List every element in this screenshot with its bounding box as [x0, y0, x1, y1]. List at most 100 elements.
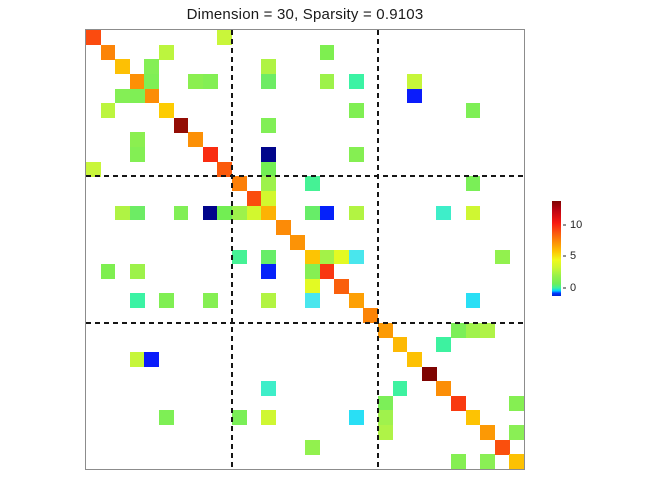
matrix-cell — [319, 73, 335, 89]
matrix-cell — [261, 410, 277, 426]
matrix-cell — [494, 249, 510, 265]
matrix-cell — [465, 322, 481, 338]
matrix-cell — [261, 190, 277, 206]
matrix-cell — [246, 205, 262, 221]
matrix-cell — [144, 351, 160, 367]
matrix-cell — [305, 176, 320, 192]
matrix-cell — [407, 88, 423, 104]
colorbar-tick-mark — [563, 255, 566, 257]
matrix-cell — [173, 117, 189, 133]
matrix-cell — [305, 278, 320, 294]
matrix-cell — [494, 439, 510, 455]
matrix-cell — [305, 249, 320, 265]
matrix-cell — [348, 103, 364, 119]
matrix-cell — [115, 59, 131, 75]
matrix-cell — [115, 88, 131, 104]
matrix-cell — [348, 410, 364, 426]
matrix-cell — [465, 205, 481, 221]
matrix-cell — [100, 103, 116, 119]
matrix-cell — [144, 88, 160, 104]
matrix-cell — [129, 351, 145, 367]
matrix-cell — [158, 44, 174, 60]
matrix-cell — [392, 337, 408, 353]
chart-title: Dimension = 30, Sparsity = 0.9103 — [186, 6, 424, 23]
matrix-cell — [188, 73, 204, 89]
matrix-cell — [305, 293, 320, 309]
matrix-cell — [465, 293, 481, 309]
matrix-cell — [451, 454, 466, 470]
matrix-plot — [85, 29, 525, 470]
matrix-cell — [319, 249, 335, 265]
block-divider-vertical — [230, 30, 233, 469]
matrix-cell — [100, 264, 116, 280]
matrix-cell — [509, 454, 525, 470]
matrix-cell — [319, 205, 335, 221]
matrix-cell — [86, 30, 101, 45]
matrix-cell — [129, 205, 145, 221]
matrix-cell — [465, 103, 481, 119]
matrix-cell — [348, 249, 364, 265]
matrix-cell — [305, 439, 320, 455]
block-divider-horizontal — [86, 175, 524, 178]
matrix-cell — [144, 59, 160, 75]
matrix-cell — [319, 44, 335, 60]
matrix-cell — [305, 264, 320, 280]
matrix-cell — [202, 147, 218, 162]
matrix-cell — [202, 293, 218, 309]
matrix-cell — [115, 205, 131, 221]
matrix-cell — [231, 410, 247, 426]
matrix-cell — [348, 205, 364, 221]
matrix-cell — [173, 205, 189, 221]
matrix-cell — [261, 264, 277, 280]
matrix-cell — [407, 351, 423, 367]
matrix-cell — [100, 44, 116, 60]
matrix-cell — [231, 205, 247, 221]
colorbar-tick-label: 5 — [570, 250, 577, 263]
matrix-cell — [144, 73, 160, 89]
matrix-cell — [480, 454, 496, 470]
matrix-cell — [421, 366, 437, 382]
matrix-cell — [392, 381, 408, 397]
matrix-cell — [129, 88, 145, 104]
matrix-cell — [129, 73, 145, 89]
matrix-cell — [377, 410, 393, 426]
matrix-cell — [129, 264, 145, 280]
matrix-cell — [261, 117, 277, 133]
matrix-cell — [334, 249, 350, 265]
matrix-cell — [436, 205, 452, 221]
matrix-cell — [348, 147, 364, 162]
colorbar-ticks: 0 5 10 — [563, 201, 603, 296]
matrix-cell — [158, 293, 174, 309]
matrix-cell — [217, 30, 233, 45]
matrix-cell — [202, 73, 218, 89]
matrix-cell — [129, 147, 145, 162]
matrix-cell — [407, 73, 423, 89]
matrix-cell — [158, 410, 174, 426]
matrix-cell — [261, 205, 277, 221]
colorbar — [552, 201, 561, 296]
colorbar-gradient — [552, 201, 561, 296]
matrix-cell — [377, 425, 393, 440]
matrix-cell — [158, 103, 174, 119]
matrix-cell — [261, 176, 277, 192]
matrix-cell — [465, 176, 481, 192]
matrix-cell — [451, 322, 466, 338]
matrix-cell — [129, 132, 145, 148]
matrix-cell — [348, 293, 364, 309]
matrix-cell — [261, 249, 277, 265]
colorbar-tick-label: 10 — [570, 218, 583, 231]
matrix-cell — [348, 73, 364, 89]
matrix-cell — [261, 293, 277, 309]
matrix-cell — [509, 425, 525, 440]
matrix-cells-layer — [86, 30, 525, 470]
matrix-cell — [231, 249, 247, 265]
matrix-cell — [261, 59, 277, 75]
matrix-cell — [377, 322, 393, 338]
matrix-cell — [290, 234, 306, 250]
matrix-cell — [217, 161, 233, 177]
block-divider-vertical — [376, 30, 379, 469]
matrix-cell — [480, 425, 496, 440]
matrix-cell — [231, 176, 247, 192]
matrix-cell — [319, 264, 335, 280]
colorbar-tick-mark — [563, 287, 566, 289]
